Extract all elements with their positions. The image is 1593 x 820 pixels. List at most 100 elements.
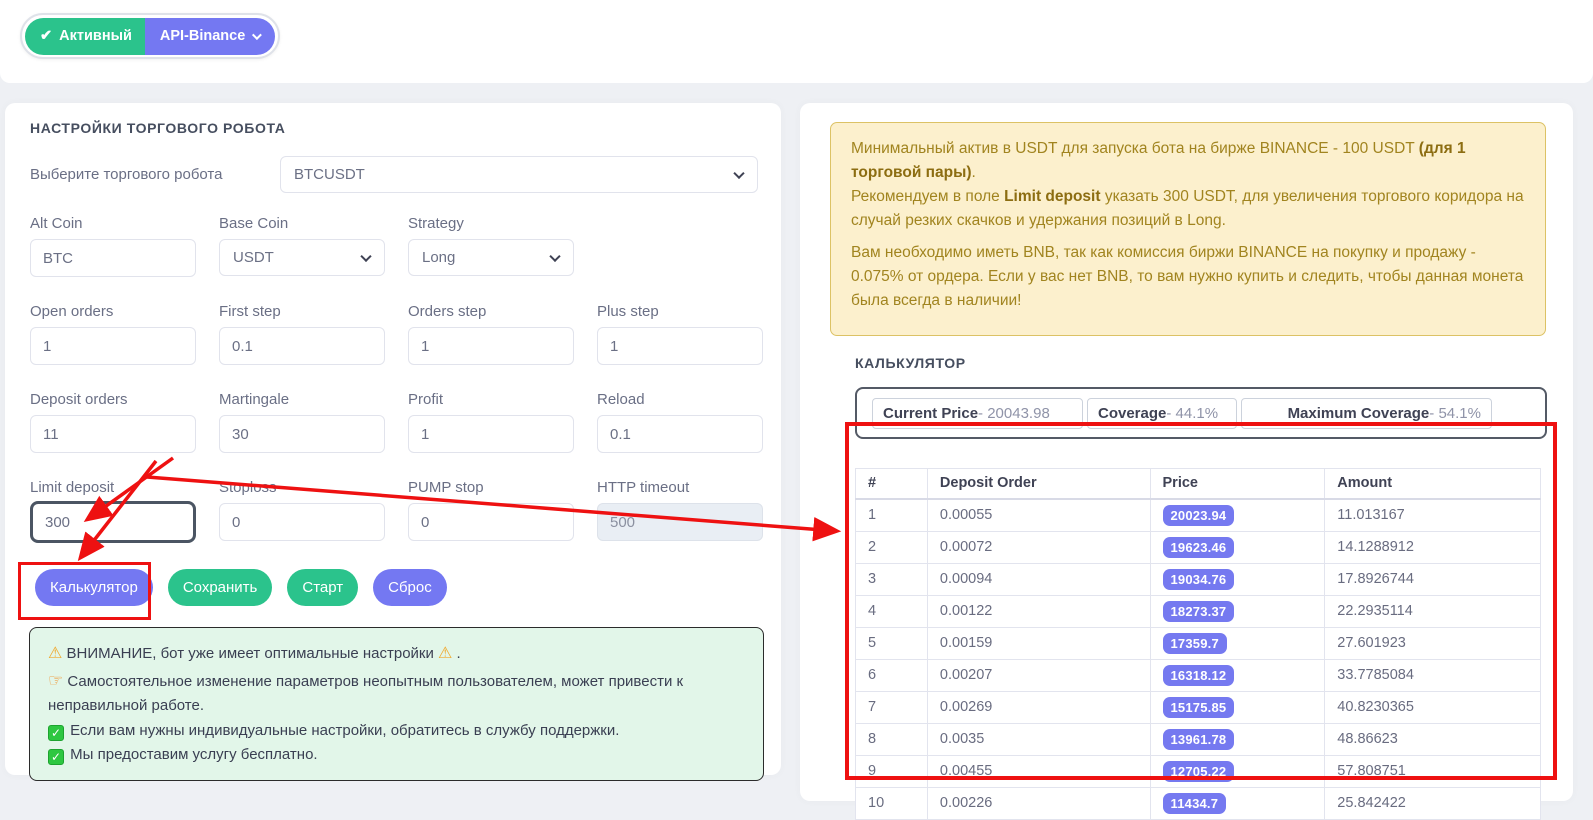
api-binance-dropdown[interactable]: API-Binance — [144, 17, 276, 55]
cell-number: 7 — [855, 690, 928, 724]
optimal-settings-notice: ⚠ ВНИМАНИЕ, бот уже имеет оптимальные на… — [29, 627, 764, 782]
col-deposit-order: Deposit Order — [926, 468, 1151, 500]
strategy-label: Strategy — [408, 215, 464, 232]
calculator-button[interactable]: Калькулятор — [35, 569, 153, 606]
table-row: 7 0.00269 15175.85 40.8230365 — [855, 690, 1541, 724]
price-badge: 20023.94 — [1162, 504, 1235, 526]
cell-price: 12705.22 — [1149, 754, 1326, 788]
chevron-down-icon — [360, 250, 372, 262]
cell-price: 19623.46 — [1149, 530, 1326, 564]
http-timeout-input — [597, 503, 763, 541]
bot-status-pill-group: ✔ Активный API-Binance — [20, 13, 281, 59]
orders-step-input[interactable] — [408, 327, 574, 365]
pump-stop-label: PUMP stop — [408, 479, 484, 496]
top-bar: ✔ Активный API-Binance — [0, 0, 1593, 83]
cell-price: 15175.85 — [1149, 690, 1326, 724]
martingale-input[interactable] — [219, 415, 385, 453]
plus-step-input[interactable] — [597, 327, 763, 365]
cell-amount: 27.601923 — [1324, 626, 1541, 660]
profit-input[interactable] — [408, 415, 574, 453]
settings-panel-title: НАСТРОЙКИ ТОРГОВОГО РОБОТА — [30, 120, 286, 136]
price-badge: 17359.7 — [1162, 632, 1227, 654]
table-row: 9 0.00455 12705.22 57.808751 — [855, 754, 1541, 788]
notice-line-support: ✓ Если вам нужны индивидуальные настройк… — [48, 719, 745, 743]
deposit-orders-table: # Deposit Order Price Amount 1 0.00055 200… — [855, 468, 1541, 820]
cell-number: 10 — [855, 786, 928, 820]
col-amount: Amount — [1324, 468, 1541, 500]
deposit-orders-label: Deposit orders — [30, 391, 128, 408]
price-badge: 13961.78 — [1162, 728, 1235, 750]
table-row: 6 0.00207 16318.12 33.7785084 — [855, 658, 1541, 692]
orders-step-label: Orders step — [408, 303, 487, 320]
info-paragraph-1: Минимальный актив в USDT для запуска бот… — [851, 140, 1524, 230]
limit-deposit-input[interactable] — [30, 501, 196, 543]
alt-coin-input[interactable] — [30, 239, 196, 277]
cell-price: 18273.37 — [1149, 594, 1326, 628]
status-active-label: Активный — [59, 28, 132, 44]
table-row: 10 0.00226 11434.7 25.842422 — [855, 786, 1541, 820]
notice-line-pointer: ☞ Самостоятельное изменение параметров н… — [48, 667, 745, 719]
cell-amount: 22.2935114 — [1324, 594, 1541, 628]
first-step-input[interactable] — [219, 327, 385, 365]
table-row: 3 0.00094 19034.76 17.8926744 — [855, 562, 1541, 596]
col-number: # — [855, 468, 928, 500]
price-badge: 19034.76 — [1162, 568, 1235, 590]
robot-select[interactable]: BTCUSDT — [280, 156, 758, 193]
notice-text: ВНИМАНИЕ, бот уже имеет оптимальные наст… — [66, 645, 434, 662]
cell-deposit: 0.00055 — [926, 498, 1151, 532]
pump-stop-input[interactable] — [408, 503, 574, 541]
price-badge: 16318.12 — [1162, 664, 1235, 686]
open-orders-input[interactable] — [30, 327, 196, 365]
warning-icon: ⚠ — [438, 645, 453, 662]
stoploss-input[interactable] — [219, 503, 385, 541]
cell-number: 5 — [855, 626, 928, 660]
notice-line-warning: ⚠ ВНИМАНИЕ, бот уже имеет оптимальные на… — [48, 641, 745, 667]
base-coin-value: USDT — [233, 249, 274, 266]
strategy-select[interactable]: Long — [408, 239, 574, 276]
cell-deposit: 0.00094 — [926, 562, 1151, 596]
cell-number: 8 — [855, 722, 928, 756]
status-active-toggle[interactable]: ✔ Активный — [25, 17, 145, 55]
chevron-down-icon — [733, 167, 745, 179]
base-coin-select[interactable]: USDT — [219, 239, 385, 276]
cell-deposit: 0.00072 — [926, 530, 1151, 564]
cell-number: 3 — [855, 562, 928, 596]
cell-amount: 14.1288912 — [1324, 530, 1541, 564]
martingale-label: Martingale — [219, 391, 290, 408]
cell-price: 17359.7 — [1149, 626, 1326, 660]
cell-number: 2 — [855, 530, 928, 564]
cell-price: 19034.76 — [1149, 562, 1326, 596]
warning-icon: ⚠ — [48, 645, 63, 662]
price-badge: 11434.7 — [1162, 792, 1227, 814]
calculator-title: КАЛЬКУЛЯТОР — [855, 355, 966, 372]
table-header-row: # Deposit Order Price Amount — [855, 468, 1541, 500]
cell-price: 11434.7 — [1149, 786, 1326, 820]
calculator-panel: Минимальный актив в USDT для запуска бот… — [800, 103, 1573, 820]
profit-label: Profit — [408, 391, 444, 408]
check-icon: ✓ — [48, 724, 64, 741]
table-row: 8 0.0035 13961.78 48.86623 — [855, 722, 1541, 756]
cell-price: 20023.94 — [1149, 498, 1326, 532]
cell-deposit: 0.0035 — [926, 722, 1151, 756]
calculator-stats-bar: Current Price - 20043.98 Coverage - 44.1… — [855, 387, 1547, 440]
cell-number: 9 — [855, 754, 928, 788]
cell-amount: 25.842422 — [1324, 786, 1541, 820]
open-orders-label: Open orders — [30, 303, 114, 320]
price-badge: 12705.22 — [1162, 760, 1235, 782]
start-button[interactable]: Старт — [287, 569, 359, 606]
base-coin-label: Base Coin — [219, 215, 289, 232]
binance-info-box: Минимальный актив в USDT для запуска бот… — [830, 122, 1546, 337]
price-badge: 19623.46 — [1162, 536, 1235, 558]
cell-price: 13961.78 — [1149, 722, 1326, 756]
cell-deposit: 0.00207 — [926, 658, 1151, 692]
cell-amount: 57.808751 — [1324, 754, 1541, 788]
deposit-orders-input[interactable] — [30, 415, 196, 453]
cell-deposit: 0.00455 — [926, 754, 1151, 788]
limit-deposit-label: Limit deposit — [30, 479, 115, 496]
alt-coin-label: Alt Coin — [30, 215, 83, 232]
save-button[interactable]: Сохранить — [167, 569, 273, 606]
reload-input[interactable] — [597, 415, 763, 453]
reload-label: Reload — [597, 391, 645, 408]
reset-button[interactable]: Сброс — [373, 569, 447, 606]
notice-line-free: ✓ Мы предоставим услугу бесплатно. — [48, 743, 745, 767]
